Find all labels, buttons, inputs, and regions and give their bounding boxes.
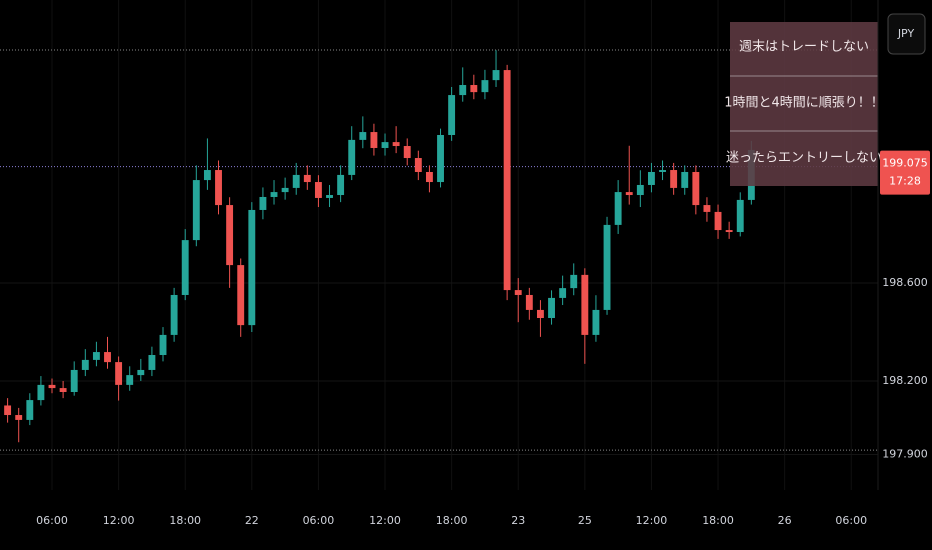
candle-body <box>4 405 12 416</box>
candle-body <box>548 297 555 319</box>
candle-body <box>237 265 245 326</box>
candle-body <box>215 170 222 206</box>
candle-body <box>559 288 567 298</box>
candle-body <box>81 359 89 370</box>
candle-body <box>681 171 689 188</box>
x-tick-label: 18:00 <box>436 514 468 527</box>
candle-body <box>359 132 367 140</box>
candle-body <box>625 192 633 196</box>
note: 週末はトレードしない <box>739 40 869 55</box>
candle-body <box>26 400 34 420</box>
y-tick-label: 197.900 <box>882 447 928 460</box>
candle-body <box>115 362 123 385</box>
candle-body <box>403 146 411 159</box>
candle-body <box>181 240 189 295</box>
candle-body <box>670 170 678 188</box>
x-tick-label: 18:00 <box>169 514 201 527</box>
countdown-label: 17:28 <box>889 175 921 188</box>
last-price-tag <box>880 150 930 195</box>
candle-body <box>281 187 289 193</box>
candle-body <box>714 211 722 231</box>
candle-body <box>448 95 456 135</box>
y-tick-label: 198.200 <box>882 374 928 387</box>
x-tick-label: 06:00 <box>835 514 867 527</box>
marks <box>4 50 755 443</box>
grid <box>0 0 878 490</box>
candle-body <box>636 184 644 196</box>
note: 1時間と4時間に順張り！！ <box>724 96 884 111</box>
note: 迷ったらエントリーしない <box>726 151 882 166</box>
candle-body <box>425 171 433 183</box>
candle-body <box>581 274 589 335</box>
x-tick-label: 23 <box>511 514 525 527</box>
candle-body <box>514 290 522 295</box>
candle-body <box>647 171 655 185</box>
candle-body <box>503 70 511 291</box>
candle-body <box>659 170 666 172</box>
candle-body <box>437 134 444 183</box>
currency-button[interactable] <box>887 13 926 55</box>
candle-body <box>414 158 422 172</box>
x-tick-label: 12:00 <box>369 514 401 527</box>
candle-body <box>326 195 333 198</box>
last-price-label: 199.075 <box>882 157 928 170</box>
candle-body <box>192 180 200 241</box>
x-tick-label: 12:00 <box>636 514 668 527</box>
candle-body <box>525 294 533 310</box>
candle-body <box>492 70 500 81</box>
candle-body <box>725 230 733 233</box>
candle-body <box>48 384 56 389</box>
candle-body <box>470 85 478 93</box>
candle-body <box>148 355 156 370</box>
candle-body <box>337 174 345 196</box>
candle-body <box>481 80 489 93</box>
candle-body <box>303 174 311 183</box>
x-tick-label: 12:00 <box>103 514 135 527</box>
candle-body <box>381 142 389 148</box>
notes-background <box>730 22 878 186</box>
y-tick-label: 198.600 <box>882 276 928 289</box>
candle-body <box>392 142 400 147</box>
candle-body <box>226 205 234 266</box>
candle-body <box>348 139 356 175</box>
candle-body <box>270 192 278 197</box>
x-tick-label: 25 <box>578 514 592 527</box>
x-tick-label: 22 <box>245 514 259 527</box>
candle-body <box>203 170 211 181</box>
candle-body <box>59 388 67 392</box>
candle-body <box>603 224 611 310</box>
candle-body <box>736 199 744 233</box>
candle-body <box>137 369 145 376</box>
candle-body <box>570 274 578 289</box>
x-tick-label: 18:00 <box>702 514 734 527</box>
candle-body <box>292 174 300 188</box>
candle-body <box>703 205 711 212</box>
candle-body <box>259 196 267 210</box>
candle-body <box>70 369 78 392</box>
candle-body <box>592 309 600 335</box>
notes-box: 週末はトレードしない 1時間と4時間に順張り！！ 迷ったらエントリーしない <box>724 22 884 186</box>
currency-label: JPY <box>897 27 915 40</box>
candle-body <box>692 171 700 206</box>
candle-body <box>92 352 100 360</box>
candle-body <box>314 182 322 198</box>
x-tick-label: 06:00 <box>36 514 68 527</box>
candle-body <box>248 209 256 326</box>
candle-body <box>536 309 544 319</box>
candle-body <box>15 415 23 420</box>
x-tick-label: 26 <box>778 514 792 527</box>
candle-body <box>370 132 378 148</box>
candle-body <box>159 334 167 356</box>
candle-body <box>37 384 45 401</box>
candle-body <box>459 85 467 96</box>
candle-body <box>104 352 111 363</box>
candle-body <box>126 375 134 385</box>
candle-body <box>170 294 178 335</box>
candle-body <box>614 192 622 225</box>
x-tick-label: 06:00 <box>303 514 335 527</box>
